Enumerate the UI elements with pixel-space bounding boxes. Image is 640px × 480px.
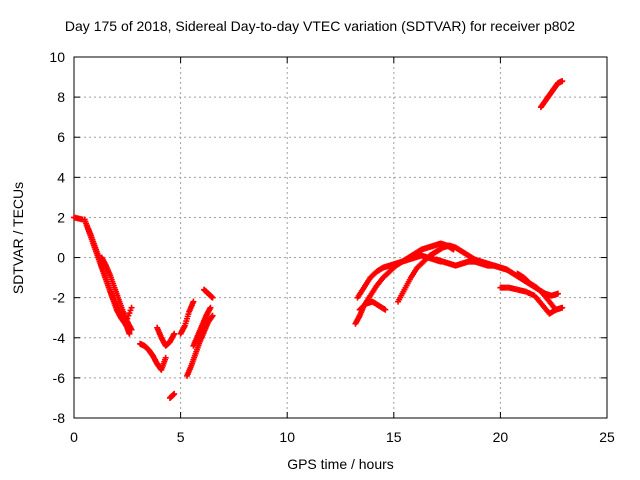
plot-frame	[73, 56, 608, 419]
grid-lines	[74, 57, 607, 418]
y-tick-label: 4	[57, 169, 65, 185]
x-tick-label: 20	[493, 429, 509, 445]
data-point	[554, 290, 561, 297]
series-track-mid-c	[166, 390, 178, 401]
y-tick-label: -8	[53, 410, 66, 426]
x-tick-label: 25	[599, 429, 615, 445]
data-point	[382, 306, 389, 313]
chart-title: Day 175 of 2018, Sidereal Day-to-day VTE…	[64, 18, 576, 34]
y-tick-label: 0	[57, 250, 65, 266]
data-point	[209, 312, 216, 319]
y-tick-label: 10	[49, 49, 65, 65]
x-tick-label: 15	[386, 429, 402, 445]
y-tick-label: -6	[53, 370, 66, 386]
data-point	[126, 330, 133, 337]
y-tick-label: -2	[53, 290, 66, 306]
y-tick-label: 2	[57, 209, 65, 225]
series-track-early-d	[98, 254, 135, 333]
series-track-mid-e	[183, 312, 216, 379]
series-track-late-g	[514, 270, 559, 313]
axis-ticks: 0 5 10 15 20 25 -8 -6 -4 -2 0 2 4 6 8 10	[49, 49, 615, 445]
x-tick-label: 10	[279, 429, 295, 445]
data-point	[162, 354, 169, 361]
data-point	[559, 78, 566, 85]
series-track-mid-b	[154, 324, 178, 349]
data-point	[171, 330, 178, 337]
y-tick-label: 8	[57, 89, 65, 105]
data-point	[503, 266, 510, 273]
series-track-late-h	[537, 78, 566, 111]
series-track-mid-d	[177, 298, 197, 337]
x-axis-label: GPS time / hours	[287, 456, 394, 472]
series-track-late-b	[354, 252, 444, 301]
series-track-late-c	[356, 298, 389, 313]
y-axis-label: SDTVAR / TECUs	[10, 181, 26, 295]
series-track-early-c	[83, 222, 135, 327]
x-tick-label: 5	[177, 429, 185, 445]
data-points	[71, 78, 566, 401]
series-track-mid-g	[201, 286, 216, 301]
data-point	[128, 326, 135, 333]
data-point	[128, 304, 135, 311]
data-point	[559, 304, 566, 311]
x-tick-label: 0	[70, 429, 78, 445]
data-point	[207, 304, 214, 311]
series-track-mid-a	[137, 340, 169, 373]
y-tick-label: -4	[53, 330, 66, 346]
series-track-mid-f	[190, 304, 214, 349]
series-track-late-e	[433, 256, 510, 273]
data-point	[209, 294, 216, 301]
data-point	[552, 306, 559, 313]
y-tick-label: 6	[57, 129, 65, 145]
data-point	[190, 298, 197, 305]
data-point	[171, 390, 178, 397]
